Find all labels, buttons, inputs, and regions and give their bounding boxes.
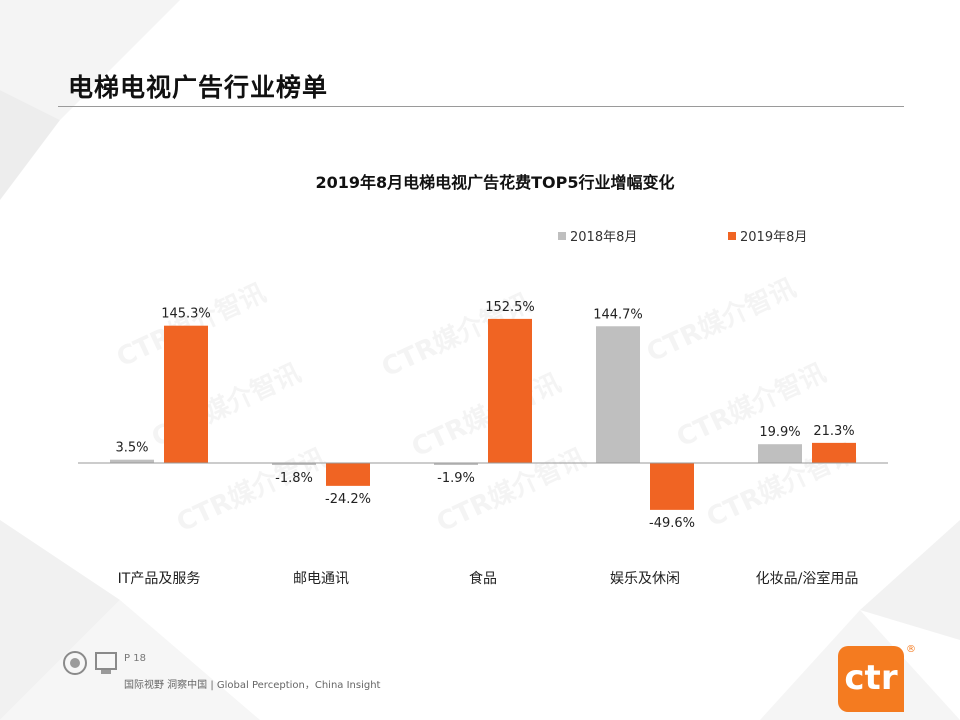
category-label-4: 化妆品/浴室用品 (756, 570, 859, 587)
certification-icon (63, 651, 87, 675)
certification-badge-icon (95, 652, 117, 674)
data-label-0-0: 3.5% (115, 441, 148, 456)
chart-legend: 2018年8月 2019年8月 (558, 230, 807, 245)
footer-tagline: 国际视野 洞察中国 | Global Perception，China Insi… (124, 680, 381, 691)
bar-0-2 (434, 463, 478, 465)
legend-label-1: 2019年8月 (740, 230, 807, 245)
bar-1-2 (488, 318, 532, 463)
bar-1-3 (650, 463, 694, 510)
data-label-0-2: -1.9% (437, 471, 475, 486)
bar-chart: 2019年8月电梯电视广告花费TOP5行业增幅变化 2018年8月 2019年8月… (78, 173, 888, 587)
data-label-1-4: 21.3% (813, 424, 854, 439)
bar-0-1 (272, 463, 316, 465)
bar-0-4 (758, 444, 802, 463)
data-label-0-4: 19.9% (759, 425, 800, 440)
data-label-0-1: -1.8% (275, 471, 313, 486)
bar-1-0 (164, 325, 208, 463)
legend-label-0: 2018年8月 (570, 230, 637, 245)
category-label-2: 食品 (469, 570, 497, 587)
bar-0-3 (596, 326, 640, 463)
title-divider (58, 106, 904, 107)
category-label-1: 邮电通讯 (293, 571, 349, 587)
bar-1-1 (326, 463, 370, 486)
data-label-0-3: 144.7% (593, 307, 643, 322)
data-label-1-3: -49.6% (649, 516, 695, 531)
page-title: 电梯电视广告行业榜单 (68, 73, 329, 102)
legend-swatch-1 (728, 232, 736, 240)
category-label-0: IT产品及服务 (118, 571, 201, 587)
category-label-3: 娱乐及休闲 (610, 571, 680, 587)
chart-title: 2019年8月电梯电视广告花费TOP5行业增幅变化 (315, 173, 674, 192)
bar-0-0 (110, 459, 154, 463)
data-label-1-0: 145.3% (161, 307, 211, 322)
data-label-1-1: -24.2% (325, 492, 371, 507)
page-number: P 18 (124, 653, 146, 664)
chart-bars (110, 318, 856, 510)
registered-mark: ® (906, 644, 916, 655)
chart-labels: 3.5% 145.3% IT产品及服务 -1.8% -24.2% 邮电通讯 -1.9% 152… (115, 300, 858, 587)
legend-swatch-0 (558, 232, 566, 240)
data-label-1-2: 152.5% (485, 300, 535, 315)
ctr-logo-text: ctr (844, 658, 898, 698)
bar-1-4 (812, 442, 856, 463)
ctr-logo: ctr (838, 646, 904, 712)
